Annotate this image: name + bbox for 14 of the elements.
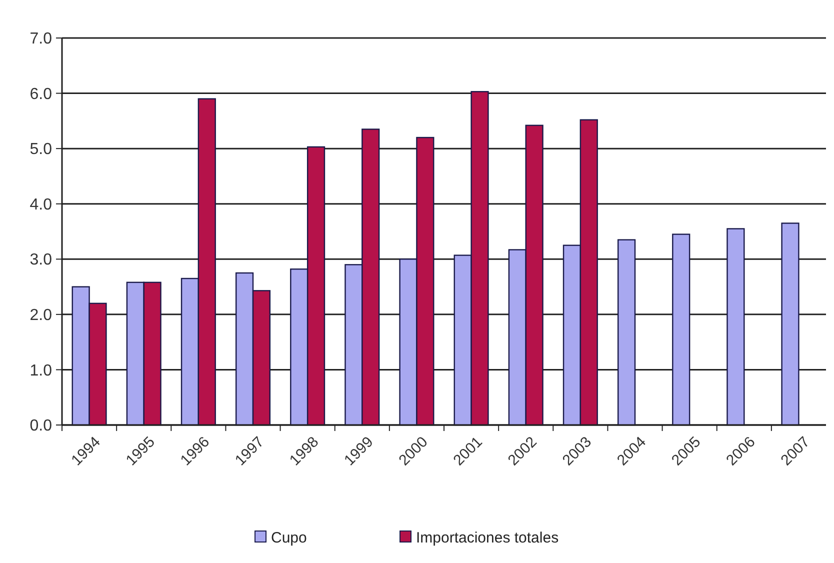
y-tick-label: 7.0 xyxy=(30,30,52,48)
y-tick-label: 3.0 xyxy=(30,252,52,269)
bar xyxy=(726,228,745,426)
y-tick-label: 4.0 xyxy=(30,196,52,214)
bar xyxy=(781,222,800,426)
bar xyxy=(672,234,690,426)
y-tick-label: 0.0 xyxy=(30,418,52,435)
y-tick-label: 6.0 xyxy=(30,86,52,103)
y-tick-label: 1.0 xyxy=(30,362,52,380)
legend-label: Cupo xyxy=(271,529,307,546)
y-tick-label: 5.0 xyxy=(30,141,52,158)
legend-label: Importaciones totales xyxy=(416,529,559,546)
bar xyxy=(617,239,636,426)
y-tick-label: 2.0 xyxy=(30,307,52,324)
